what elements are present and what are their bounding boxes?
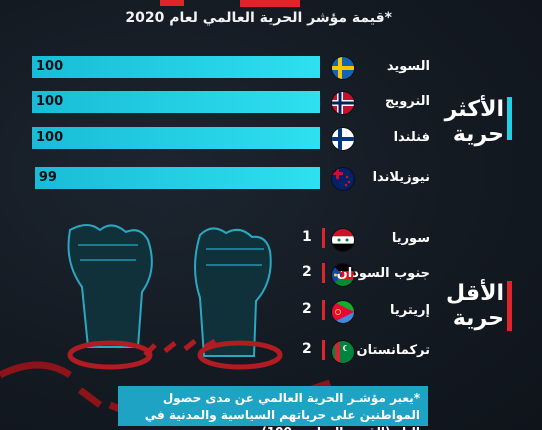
country-label: إريتريا [390,303,430,318]
group-least-line1: الأقل [446,281,504,306]
sweden-flag-icon [331,56,355,80]
eritrea-flag-icon [331,300,355,324]
title-strip [160,0,300,7]
turkmenistan-flag-icon [331,340,355,364]
bar-value-label: 100 [36,130,64,145]
group-accent-bar-least [507,281,512,331]
country-label: فنلندا [393,130,430,145]
chart-subtitle: *قيمة مؤشر الحرية العالمي لعام 2020 [125,10,392,26]
bar-2 [32,127,320,149]
least-value-tick [322,300,325,320]
country-label: نيوزيلاندا [372,170,430,185]
syria-flag-icon [331,228,355,252]
group-most-line2: حرية [452,122,504,147]
least-value-label: 2 [302,341,312,357]
bar-value-label: 100 [36,59,64,74]
country-label: السويد [386,59,430,74]
group-label-least-free: الأقل حرية [444,281,504,331]
bar-1 [32,91,320,113]
least-value-tick [322,263,325,283]
finland-flag-icon [331,127,355,151]
new-zealand-flag-icon [331,167,355,191]
least-value-tick [322,228,325,248]
bar-value-label: 99 [38,170,57,185]
group-most-line1: الأكثر [444,97,504,122]
norway-flag-icon [331,91,355,115]
least-value-tick [322,340,325,360]
country-label: جنوب السودان [336,266,430,281]
least-value-label: 2 [302,264,312,280]
country-label: تركمانستان [356,343,430,358]
least-value-label: 2 [302,301,312,317]
country-label: سوريا [391,231,430,246]
bar-value-label: 100 [36,94,64,109]
group-least-line2: حرية [452,306,504,331]
group-accent-bar-most [507,97,512,140]
south-sudan-flag-icon [331,263,355,287]
least-value-label: 1 [302,229,312,245]
bar-0 [32,56,320,78]
footnote: *يعبر مؤشـر الحرية العالمي عن مدى حصول ا… [118,386,428,430]
group-label-most-free: الأكثر حرية [444,97,504,147]
country-label: النرويج [384,94,430,109]
bar-3 [34,167,320,189]
